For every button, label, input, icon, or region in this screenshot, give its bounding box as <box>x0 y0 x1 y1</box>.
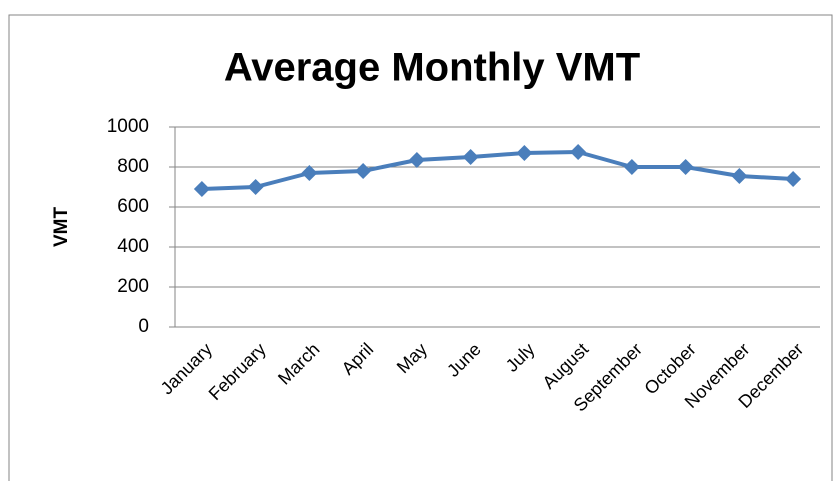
marker <box>408 152 425 168</box>
marker <box>516 145 533 161</box>
y-tick-label: 400 <box>117 236 149 257</box>
y-tick-label: 600 <box>117 196 149 217</box>
marker <box>623 159 640 175</box>
marker <box>247 179 264 195</box>
chart-frame <box>8 14 833 481</box>
chart-title: Average Monthly VMT <box>224 46 640 90</box>
y-tick-label: 800 <box>117 156 149 177</box>
marker <box>193 181 210 197</box>
marker <box>677 159 694 175</box>
marker <box>462 149 479 165</box>
marker <box>570 144 587 160</box>
y-tick-label: 200 <box>117 276 149 297</box>
line <box>201 150 794 191</box>
marker <box>355 163 372 179</box>
marker <box>731 168 748 184</box>
y-tick-label: 0 <box>138 316 149 337</box>
y-axis-label: VMT <box>51 207 72 248</box>
marker <box>785 171 802 187</box>
y-tick-label: 1000 <box>107 116 149 137</box>
marker <box>301 165 318 181</box>
